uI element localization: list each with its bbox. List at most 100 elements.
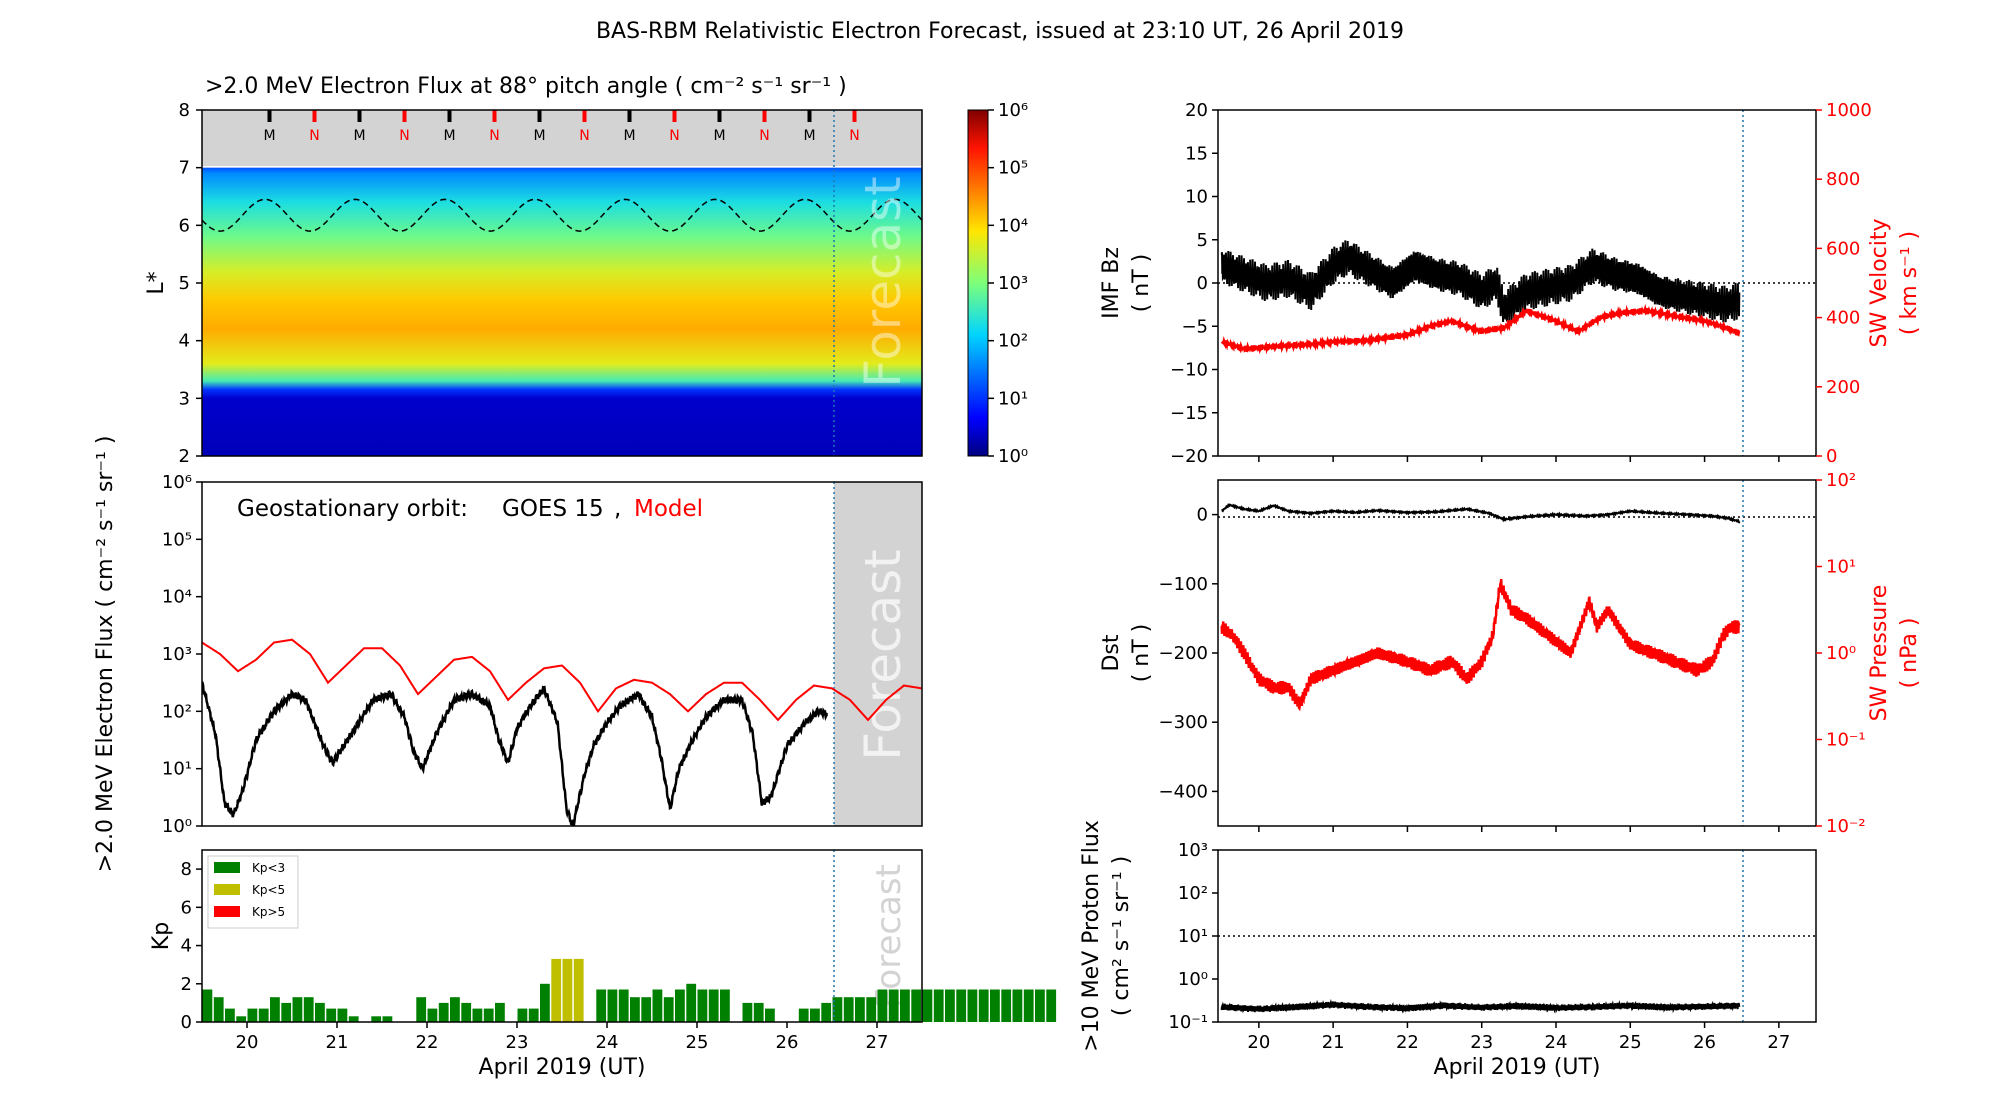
- kp-legend-label: Kp>5: [252, 905, 285, 919]
- kp-y-ticks: 0 2 4 6 8: [181, 859, 202, 1033]
- kp-bar: [270, 997, 280, 1022]
- kp-bar: [607, 989, 618, 1022]
- kp-bar: [866, 997, 877, 1022]
- x-tick-label: 27: [1767, 1032, 1790, 1053]
- model-flux-line: [202, 638, 922, 722]
- kp-bar: [663, 997, 674, 1022]
- mn-marker-label: M: [533, 128, 545, 144]
- y-tick-label: 10¹: [162, 759, 192, 780]
- kp-ylabel: Kp: [149, 922, 174, 950]
- y-tick-label: 10³: [1178, 840, 1208, 861]
- x-tick-label: 25: [686, 1032, 709, 1053]
- axis-label-text: SW Velocity( km s⁻¹ ): [1867, 218, 1922, 347]
- axis-label-line: >10 MeV Proton Flux: [1079, 820, 1104, 1052]
- y-tick-label: 0: [1197, 505, 1208, 526]
- mn-marker-label: M: [713, 128, 725, 144]
- mn-marker-label: M: [623, 128, 635, 144]
- kp-bar: [798, 1008, 809, 1022]
- y-tick-label: 20: [1185, 100, 1208, 121]
- axis-label-text: SW Pressure( nPa ): [1867, 585, 1922, 722]
- kp-bar: [855, 997, 865, 1022]
- x-tick-label: 25: [1619, 1032, 1642, 1053]
- axis-label-line: ( nT ): [1129, 624, 1154, 683]
- kp-bar: [247, 1008, 258, 1022]
- flux-heatmap-panel: >2.0 MeV Electron Flux at 88° pitch angl…: [144, 74, 1028, 467]
- colorbar-tick-label: 10²: [998, 331, 1028, 352]
- geo-legend-comma: ,: [614, 496, 621, 522]
- proton-panel: 10⁻¹ 10⁰ 10¹ 10² 10³ 20 21 22 23 24 25 26 27 >10 Me…: [1079, 820, 1817, 1080]
- kp-bar: [483, 1008, 494, 1022]
- dst-y-ticks: −400 −300 −200 −100 0: [1159, 505, 1218, 802]
- kp-bar: [337, 1008, 348, 1022]
- y-tick-label: 10⁴: [162, 587, 192, 608]
- kp-bar: [225, 1008, 235, 1022]
- y-tick-label: −20: [1170, 446, 1208, 467]
- kp-bar: [1023, 989, 1034, 1022]
- y-tick-label: −300: [1159, 712, 1208, 733]
- pressure-ylabel: SW Pressure( nPa ): [1867, 585, 1922, 722]
- kp-bar: [382, 1016, 393, 1022]
- dashed-lstar-line: [201, 198, 923, 232]
- mn-marker-label: M: [263, 128, 275, 144]
- kp-bar: [573, 958, 584, 1022]
- colorbar-tick-label: 10³: [998, 273, 1028, 294]
- kp-bar: [596, 989, 607, 1022]
- mn-marker-label: N: [669, 128, 679, 144]
- x-tick-label: 22: [416, 1032, 439, 1053]
- kp-legend-label: Kp<3: [252, 861, 285, 875]
- kp-bar: [843, 997, 854, 1022]
- velocity-y-ticks: 0 200 400 600 800 1000: [1816, 100, 1872, 467]
- y-tick-label: 1000: [1826, 100, 1872, 121]
- kp-bar: [528, 1008, 539, 1022]
- x-tick-label: 27: [866, 1032, 889, 1053]
- y-tick-label: 10⁰: [162, 816, 192, 837]
- kp-legend-swatch: [214, 862, 240, 873]
- kp-bar: [258, 1008, 269, 1022]
- y-tick-label: 10: [1185, 187, 1208, 208]
- kp-bar: [630, 997, 640, 1022]
- imf-ylabel: IMF Bz( nT ): [1099, 247, 1154, 319]
- axis-label-text: >10 MeV Proton Flux( cm² s⁻¹ sr⁻¹ ): [1079, 820, 1134, 1052]
- kp-bar: [1046, 989, 1057, 1022]
- flux-y-ticks: 10⁰ 10¹ 10² 10³ 10⁴ 10⁵ 10⁶: [162, 472, 202, 837]
- proton-ylabel: >10 MeV Proton Flux( cm² s⁻¹ sr⁻¹ ): [1079, 820, 1134, 1052]
- kp-bar: [348, 1016, 359, 1022]
- mn-marker-label: N: [399, 128, 409, 144]
- kp-bar: [686, 983, 697, 1022]
- kp-bar: [1035, 989, 1045, 1022]
- kp-bar: [427, 1008, 438, 1022]
- pressure-y-ticks: 10⁻² 10⁻¹ 10⁰ 10¹ 10²: [1816, 470, 1866, 837]
- kp-bar: [292, 997, 303, 1022]
- flux-forecast-label: Forecast: [854, 549, 912, 761]
- kp-bar: [236, 1016, 247, 1022]
- axis-label-line: ( cm² s⁻¹ sr⁻¹ ): [1109, 856, 1134, 1016]
- kp-legend-swatch: [214, 906, 240, 917]
- kp-bar: [1001, 989, 1012, 1022]
- kp-bar: [416, 997, 427, 1022]
- kp-bar: [450, 997, 460, 1022]
- kp-bar: [540, 983, 550, 1022]
- x-tick-label: 23: [1470, 1032, 1493, 1053]
- proton-flux-line: [1220, 998, 1741, 1014]
- y-tick-label: 4: [179, 331, 190, 352]
- kp-bar: [1012, 989, 1023, 1022]
- y-tick-label: 400: [1826, 308, 1860, 329]
- colorbar-tick-label: 10⁶: [998, 100, 1028, 121]
- kp-bar: [900, 989, 910, 1022]
- imf-x-ticks: [1258, 456, 1780, 462]
- kp-bar: [945, 989, 955, 1022]
- proton-frame: [1217, 849, 1817, 1023]
- axis-label-line: ( nPa ): [1897, 618, 1922, 689]
- y-tick-label: 6: [181, 897, 192, 918]
- y-tick-label: 10⁻²: [1826, 816, 1866, 837]
- axis-label-line: SW Velocity: [1867, 218, 1892, 347]
- y-tick-label: 10¹: [1178, 926, 1208, 947]
- x-tick-label: 22: [1396, 1032, 1419, 1053]
- y-tick-label: 600: [1826, 238, 1860, 259]
- mn-marker-label: N: [849, 128, 859, 144]
- y-tick-label: 10³: [162, 644, 192, 665]
- heatmap-forecast-label: Forecast: [854, 176, 912, 388]
- dst-line: [1221, 503, 1741, 524]
